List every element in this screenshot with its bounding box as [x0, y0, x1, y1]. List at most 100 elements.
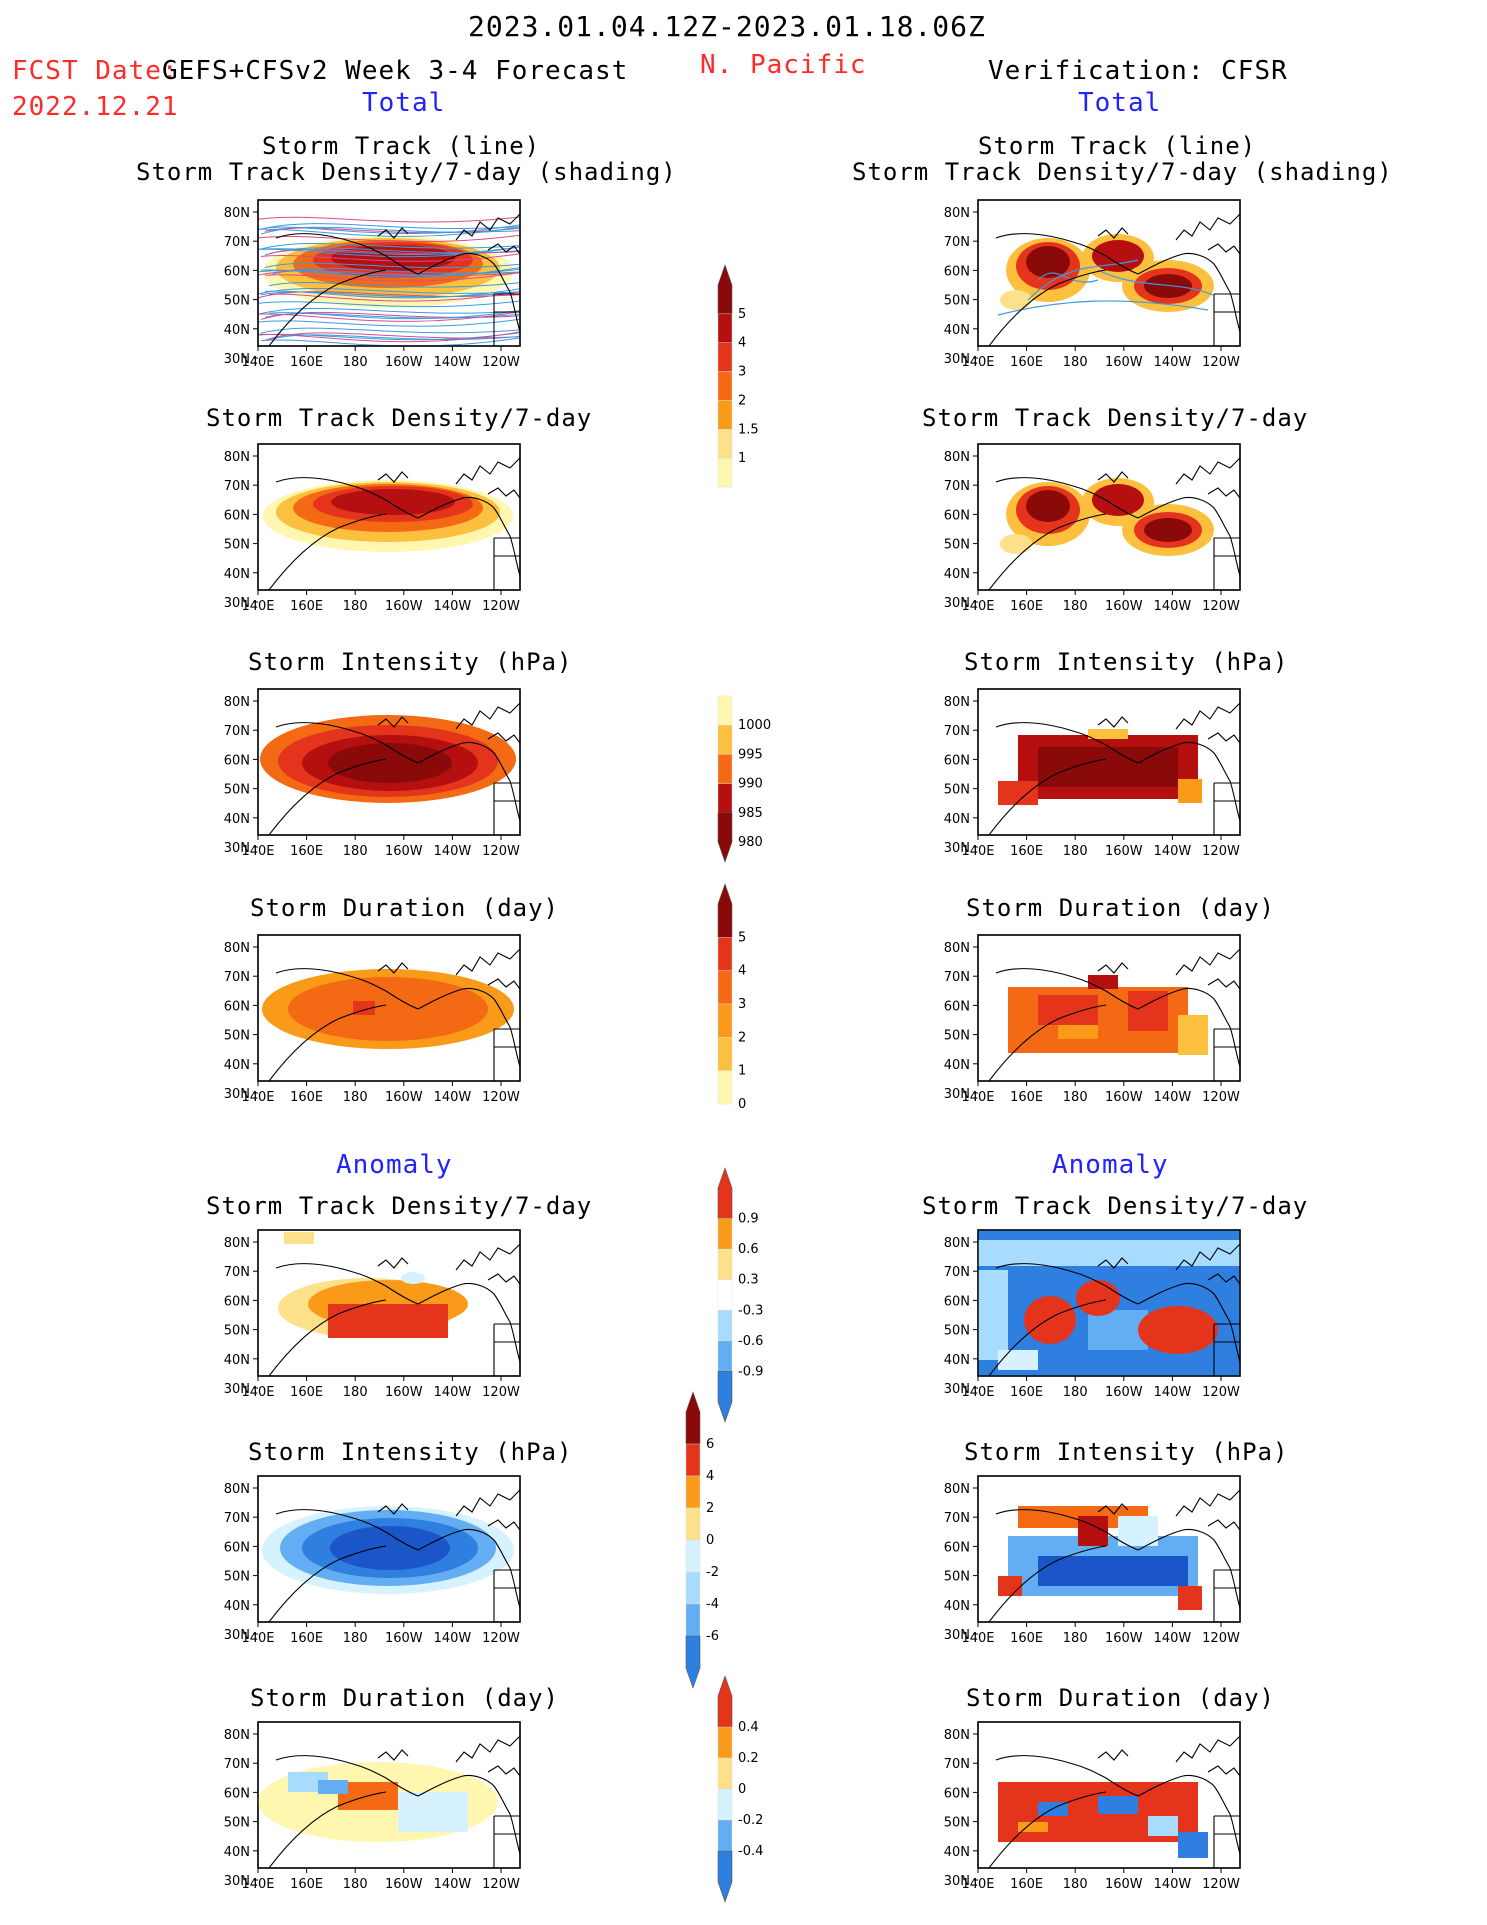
- shade-blob: [1138, 1306, 1218, 1354]
- shade-cell: [978, 1270, 1008, 1360]
- colorbar-label: 1: [738, 451, 746, 466]
- lat-tick-label: 40N: [944, 1599, 970, 1614]
- coastline: [988, 269, 1107, 346]
- storm-track: [264, 271, 520, 282]
- lon-tick-label: 120W: [482, 599, 520, 614]
- coastline: [1137, 1774, 1240, 1855]
- lat-tick-label: 40N: [224, 1353, 250, 1368]
- colorbar-label: 5: [738, 930, 746, 945]
- lon-tick-label: 160W: [385, 1385, 423, 1400]
- coastline: [1213, 1569, 1240, 1622]
- coastline: [487, 487, 520, 499]
- coastline: [1175, 1489, 1240, 1517]
- anomaly-right-label: Anomaly: [1052, 1150, 1169, 1180]
- lat-tick-label: 60N: [224, 264, 250, 279]
- lat-tick-label: 80N: [224, 206, 250, 221]
- coastline: [275, 1509, 419, 1551]
- storm-track: [264, 227, 520, 234]
- colorbar-cell: [717, 1726, 733, 1759]
- coastline: [487, 243, 520, 255]
- lat-tick-label: 70N: [224, 1511, 250, 1526]
- panel-title-density-right: Storm Track Density/7-day: [922, 404, 1309, 432]
- lon-tick-label: 160W: [1105, 1090, 1143, 1105]
- shade-blob: [1092, 484, 1144, 516]
- coastline: [493, 782, 520, 835]
- panel-title-duration-left: Storm Duration (day): [250, 894, 559, 922]
- coastline: [275, 477, 419, 519]
- coastline: [455, 948, 520, 976]
- shade-cell: [998, 1576, 1022, 1596]
- coastline: [275, 968, 419, 1010]
- lat-tick-label: 40N: [944, 567, 970, 582]
- lat-tick-label: 60N: [944, 1786, 970, 1801]
- coastline: [377, 1749, 409, 1761]
- coastline: [493, 1028, 520, 1081]
- lon-tick-label: 160W: [385, 844, 423, 859]
- colorbar-cell: [717, 725, 733, 755]
- lat-tick-label: 40N: [224, 567, 250, 582]
- shade-blob: [330, 1526, 450, 1570]
- shade-blob: [1000, 534, 1032, 554]
- lon-tick-label: 120W: [1202, 1385, 1240, 1400]
- lon-tick-label: 140E: [241, 355, 274, 370]
- colorbar-label: 990: [738, 777, 763, 792]
- storm-track: [268, 281, 520, 288]
- shade-blob: [328, 743, 452, 783]
- lat-tick-label: 50N: [944, 294, 970, 309]
- panel-title-track-shading-left: Storm Track Density/7-day (shading): [136, 158, 677, 186]
- colorbar-label: 4: [738, 336, 746, 351]
- storm-track: [997, 300, 1209, 316]
- shade-cell: [1178, 1586, 1202, 1610]
- colorbar-label: 4: [706, 1469, 714, 1484]
- lon-tick-label: 160W: [385, 599, 423, 614]
- colorbar-label: -6: [706, 1629, 719, 1644]
- lon-tick-label: 160W: [385, 1631, 423, 1646]
- panel-title-intensity-right: Storm Intensity (hPa): [964, 648, 1289, 676]
- panel-title-track-line-right: Storm Track (line): [978, 132, 1257, 160]
- lon-tick-label: 160W: [385, 1877, 423, 1892]
- lat-tick-label: 30N: [944, 1382, 970, 1397]
- storm-track: [258, 270, 520, 276]
- lon-tick-label: 180: [343, 844, 368, 859]
- coastline: [417, 496, 520, 577]
- storm-track: [268, 334, 520, 341]
- colorbar-cell: [717, 1218, 733, 1250]
- shade-cell: [1178, 1832, 1208, 1858]
- lon-tick-label: 140W: [434, 1877, 472, 1892]
- total-right-label: Total: [1078, 88, 1162, 118]
- lat-tick-label: 70N: [944, 479, 970, 494]
- lon-tick-label: 120W: [1202, 1877, 1240, 1892]
- colorbar-label: 3: [738, 365, 746, 380]
- colorbar-cell: [717, 1279, 733, 1311]
- lat-tick-label: 80N: [944, 206, 970, 221]
- panel-title-density-anom-right: Storm Track Density/7-day: [922, 1192, 1309, 1220]
- coastline: [268, 1299, 387, 1376]
- lat-tick-label: 50N: [224, 1324, 250, 1339]
- lon-tick-label: 140W: [1154, 844, 1192, 859]
- panel-title-intensity-left: Storm Intensity (hPa): [248, 648, 573, 676]
- coastline: [1175, 457, 1240, 485]
- lon-tick-label: 120W: [1202, 355, 1240, 370]
- coastline: [995, 233, 1139, 275]
- colorbar-label: 0: [738, 1782, 746, 1797]
- colorbar-label: -2: [706, 1565, 719, 1580]
- lat-tick-label: 30N: [224, 1382, 250, 1397]
- colorbar-cell: [717, 695, 733, 726]
- colorbar-cell: [685, 1475, 701, 1509]
- colorbar-cell: [717, 1850, 733, 1903]
- shade-blob: [1000, 290, 1032, 310]
- lat-tick-label: 60N: [944, 1540, 970, 1555]
- storm-track: [258, 300, 520, 308]
- lat-tick-label: 70N: [944, 1757, 970, 1772]
- lon-tick-label: 180: [1063, 599, 1088, 614]
- colorbar-cell: [685, 1507, 701, 1541]
- lat-tick-label: 80N: [224, 450, 250, 465]
- coastline: [1097, 962, 1129, 974]
- colorbar-cell: [717, 371, 733, 401]
- coastline: [988, 1299, 1107, 1376]
- lat-tick-label: 40N: [944, 1058, 970, 1073]
- shade-cell: [1088, 729, 1128, 739]
- lon-tick-label: 160E: [1010, 1877, 1043, 1892]
- lat-tick-label: 80N: [224, 1728, 250, 1743]
